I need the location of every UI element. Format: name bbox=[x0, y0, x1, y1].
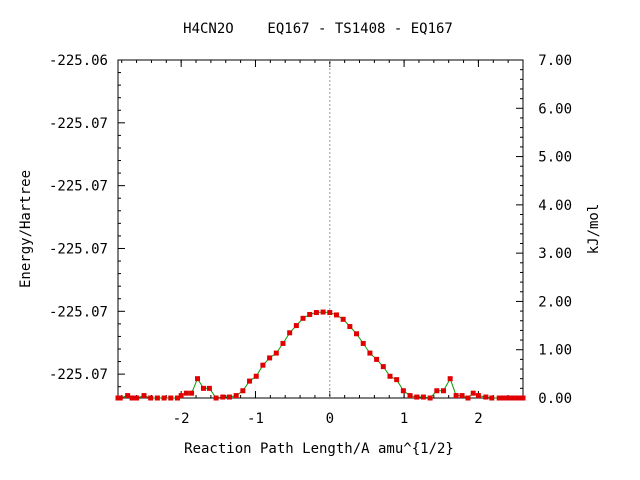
data-point bbox=[273, 350, 279, 356]
data-point bbox=[520, 395, 526, 401]
data-point bbox=[240, 388, 246, 394]
y2-tick-label: 4.00 bbox=[538, 198, 572, 214]
y2-tick-label: 3.00 bbox=[538, 246, 572, 262]
data-point bbox=[465, 395, 471, 401]
y-axis-tick-labels: -225.06 -225.07 -225.07 -225.07 -225.07 -225.… bbox=[49, 53, 108, 383]
y-tick-label: -225.07 bbox=[49, 241, 108, 257]
y2-axis-tick-labels: 7.00 6.00 5.00 4.00 3.00 2.00 1.00 0.00 bbox=[538, 53, 572, 407]
x-tick-label: 2 bbox=[474, 411, 482, 427]
data-point bbox=[300, 315, 306, 321]
y-tick-label: -225.07 bbox=[49, 304, 108, 320]
y-axis-label: Energy/Hartree bbox=[18, 170, 34, 288]
data-point bbox=[320, 309, 326, 315]
data-point bbox=[400, 388, 406, 394]
data-point bbox=[387, 373, 393, 379]
y2-tick-label: 7.00 bbox=[538, 53, 572, 69]
x-tick-label: -2 bbox=[173, 411, 190, 427]
data-point bbox=[293, 323, 299, 329]
data-point bbox=[427, 395, 433, 401]
data-point bbox=[233, 393, 239, 399]
data-point bbox=[367, 350, 373, 356]
data-point bbox=[141, 393, 147, 399]
x-tick-label: 0 bbox=[326, 411, 334, 427]
data-point bbox=[129, 395, 135, 401]
data-point bbox=[178, 393, 184, 399]
data-point bbox=[354, 331, 360, 337]
x-axis-tick-labels: -2 -1 0 1 2 bbox=[173, 411, 483, 427]
y-tick-label: -225.07 bbox=[49, 367, 108, 383]
data-point bbox=[447, 376, 453, 382]
series-line bbox=[118, 311, 523, 399]
data-point bbox=[195, 376, 201, 382]
data-point bbox=[327, 310, 333, 316]
data-point bbox=[483, 394, 489, 400]
axis-ticks bbox=[118, 59, 523, 399]
x-tick-label: 1 bbox=[400, 411, 408, 427]
data-point bbox=[280, 340, 286, 346]
data-point bbox=[374, 356, 380, 362]
data-point bbox=[307, 311, 313, 317]
data-point bbox=[206, 385, 212, 391]
data-point bbox=[459, 393, 465, 399]
data-point bbox=[470, 390, 476, 396]
y2-axis-label: kJ/mol bbox=[586, 204, 602, 255]
chart-title: H4CN2O EQ167 - TS1408 - EQ167 bbox=[183, 21, 453, 37]
data-point bbox=[117, 395, 123, 401]
data-point bbox=[183, 390, 189, 396]
data-point bbox=[505, 395, 511, 401]
energy-profile-series bbox=[115, 309, 526, 401]
data-point bbox=[420, 394, 426, 400]
data-point bbox=[161, 395, 167, 401]
data-point bbox=[168, 395, 174, 401]
data-point bbox=[380, 364, 386, 370]
data-point bbox=[134, 395, 140, 401]
data-point bbox=[347, 324, 353, 330]
data-point bbox=[489, 395, 495, 401]
data-point bbox=[226, 394, 232, 400]
data-point bbox=[189, 390, 195, 396]
data-point bbox=[360, 340, 366, 346]
y-tick-label: -225.06 bbox=[49, 53, 108, 69]
y2-tick-label: 0.00 bbox=[538, 391, 572, 407]
data-point bbox=[253, 373, 259, 379]
data-point bbox=[514, 395, 520, 401]
x-tick-label: -1 bbox=[247, 411, 264, 427]
data-point bbox=[340, 316, 346, 322]
data-point bbox=[247, 378, 253, 384]
data-point bbox=[260, 362, 266, 368]
data-point bbox=[453, 393, 459, 399]
data-point bbox=[394, 377, 400, 383]
data-point bbox=[510, 395, 516, 401]
data-point bbox=[414, 394, 420, 400]
data-point bbox=[407, 393, 413, 399]
data-point bbox=[220, 394, 226, 400]
data-point bbox=[434, 388, 440, 394]
data-point bbox=[125, 393, 131, 399]
data-point bbox=[313, 310, 319, 316]
y2-tick-label: 5.00 bbox=[538, 150, 572, 166]
data-point bbox=[496, 395, 502, 401]
y-tick-label: -225.07 bbox=[49, 179, 108, 195]
y-tick-label: -225.07 bbox=[49, 116, 108, 132]
x-axis-label: Reaction Path Length/A amu^{1/2} bbox=[184, 441, 454, 457]
y2-tick-label: 1.00 bbox=[538, 343, 572, 359]
data-point bbox=[287, 330, 293, 336]
data-point bbox=[200, 385, 206, 391]
data-point bbox=[501, 395, 507, 401]
data-point bbox=[213, 395, 219, 401]
data-point bbox=[174, 395, 180, 401]
y2-tick-label: 6.00 bbox=[538, 101, 572, 117]
plot-area-frame bbox=[117, 59, 524, 399]
data-point bbox=[267, 355, 273, 361]
data-point bbox=[154, 395, 160, 401]
data-point bbox=[475, 393, 481, 399]
data-point bbox=[333, 312, 339, 318]
y2-tick-label: 2.00 bbox=[538, 294, 572, 310]
data-point bbox=[440, 388, 446, 394]
data-point bbox=[148, 395, 154, 401]
